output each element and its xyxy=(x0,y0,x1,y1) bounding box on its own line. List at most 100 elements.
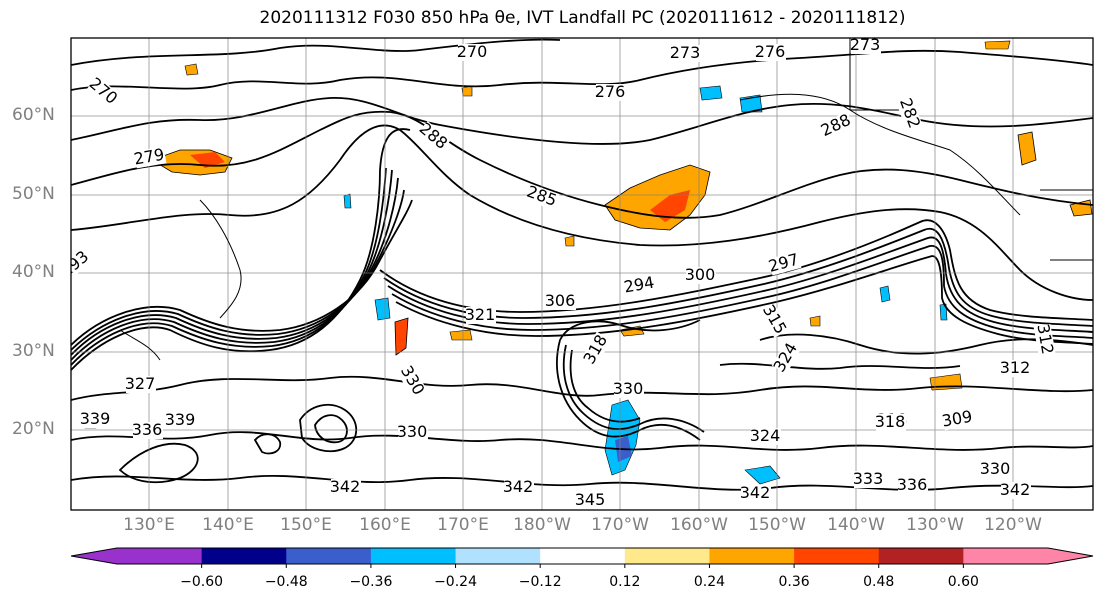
colorbar-tick-label: 0.24 xyxy=(693,574,726,590)
contour-label: 342 xyxy=(1000,480,1031,499)
colorbar-segment xyxy=(117,548,203,564)
contour-label-background xyxy=(851,38,881,54)
colorbar-outline xyxy=(70,547,1094,565)
contour-label-background xyxy=(1001,482,1031,499)
lon-label: 140°E xyxy=(202,515,254,535)
colorbar-tick-label: −0.48 xyxy=(264,574,308,590)
contour-label-background xyxy=(86,76,121,109)
map-panel xyxy=(71,38,1093,510)
ivt-shading xyxy=(83,40,1093,485)
lon-label: 130°W xyxy=(906,515,964,535)
colorbar-tick-label: −0.24 xyxy=(434,574,477,590)
contour-label-background xyxy=(81,411,111,428)
contour-label-background xyxy=(768,251,802,276)
coastlines xyxy=(119,38,1093,361)
contour-label: 336 xyxy=(897,475,928,494)
lat-label: 60°N xyxy=(12,105,55,125)
contour-label-background xyxy=(756,44,786,61)
contour-label: 300 xyxy=(685,265,716,284)
contour-label: 339 xyxy=(165,410,196,429)
contour-label: 336 xyxy=(132,420,163,439)
map-title: 2020111312 F030 850 hPa θe, IVT Landfall… xyxy=(259,8,906,28)
contour-label-background xyxy=(458,44,488,61)
contour-label: 318 xyxy=(875,412,906,431)
contour-label: 342 xyxy=(330,477,361,496)
contour-label: 306 xyxy=(545,291,576,310)
contour-label-background xyxy=(876,414,906,431)
contour-label-background xyxy=(466,307,496,324)
contour-label: 312 xyxy=(1000,358,1031,377)
contour-label-background xyxy=(133,422,163,439)
colorbar-segment xyxy=(963,548,1049,564)
contour-label-background xyxy=(576,492,606,509)
contour-label: 330 xyxy=(613,379,644,398)
lon-label: 130°E xyxy=(123,515,175,535)
lon-label: 170°E xyxy=(437,515,489,535)
lon-label: 120°W xyxy=(984,515,1042,535)
colorbar-segment xyxy=(794,548,880,564)
colorbar-segment xyxy=(878,548,964,564)
contour-label-background xyxy=(623,274,657,297)
contour-label: 333 xyxy=(853,469,884,488)
contour-label: 321 xyxy=(465,305,496,324)
colorbar-segment xyxy=(286,548,372,564)
contour-label-background xyxy=(751,428,781,445)
contour-label: 273 xyxy=(850,35,881,54)
colorbar-max-arrow xyxy=(1048,548,1093,564)
contour-label-background xyxy=(581,331,612,367)
contour-label-background xyxy=(819,111,855,140)
contour-label-background xyxy=(686,267,716,284)
lat-label: 30°N xyxy=(12,341,55,361)
contour-label-background xyxy=(546,293,576,310)
contour-label-background xyxy=(1033,323,1056,357)
colorbar-segment xyxy=(201,548,287,564)
contour-label: 327 xyxy=(125,374,156,393)
contour-label-background xyxy=(1001,360,1031,377)
contour-label-background xyxy=(854,471,884,488)
contour-label-background xyxy=(416,121,451,154)
contour-label-background xyxy=(596,84,626,101)
lat-label: 50°N xyxy=(12,184,55,204)
colorbar-segment xyxy=(370,548,457,564)
colorbar-tick-label: 0.12 xyxy=(609,574,641,590)
contour-label-background xyxy=(166,412,196,429)
colorbar-tick-label: −0.36 xyxy=(349,574,393,590)
lon-label: 150°W xyxy=(748,515,806,535)
colorbar-segment xyxy=(709,548,795,564)
theta-e-contours xyxy=(71,38,1093,491)
lon-label: 140°W xyxy=(827,515,885,535)
colorbar-min-arrow xyxy=(71,548,117,564)
contour-label: 339 xyxy=(80,409,111,428)
contour-label-background xyxy=(759,303,790,338)
contour-label-background xyxy=(771,339,802,375)
contour-label-background xyxy=(71,247,93,281)
contour-label-background xyxy=(504,479,534,496)
contour-label-background xyxy=(397,364,428,399)
colorbar xyxy=(70,547,1094,568)
contour-label: 342 xyxy=(740,483,771,502)
colorbar-tick-label: −0.60 xyxy=(180,574,224,590)
lon-label: 150°E xyxy=(280,515,332,535)
contour-label-background xyxy=(941,408,975,431)
contour-label-background xyxy=(981,461,1011,478)
contour-label-background xyxy=(671,45,701,62)
colorbar-tick-label: 0.60 xyxy=(947,574,979,590)
contour-label: 276 xyxy=(595,82,626,101)
lat-label: 20°N xyxy=(12,419,55,439)
colorbar-tick-label: 0.36 xyxy=(778,574,810,590)
lon-label: 170°W xyxy=(591,515,649,535)
contour-label-background xyxy=(898,477,928,494)
contour-label-background xyxy=(896,97,923,132)
colorbar-segment xyxy=(540,548,626,564)
contour-label: 324 xyxy=(750,426,781,445)
contour-label-background xyxy=(398,424,428,441)
colorbar-segment xyxy=(624,548,710,564)
colorbar-tick-label: 0.48 xyxy=(863,574,895,590)
contour-label-background xyxy=(331,479,361,496)
lon-label: 160°E xyxy=(359,515,411,535)
contour-label-background xyxy=(133,146,167,169)
lon-label: 180°W xyxy=(513,515,571,535)
lat-label: 40°N xyxy=(12,262,55,282)
contour-label: 276 xyxy=(755,42,786,61)
